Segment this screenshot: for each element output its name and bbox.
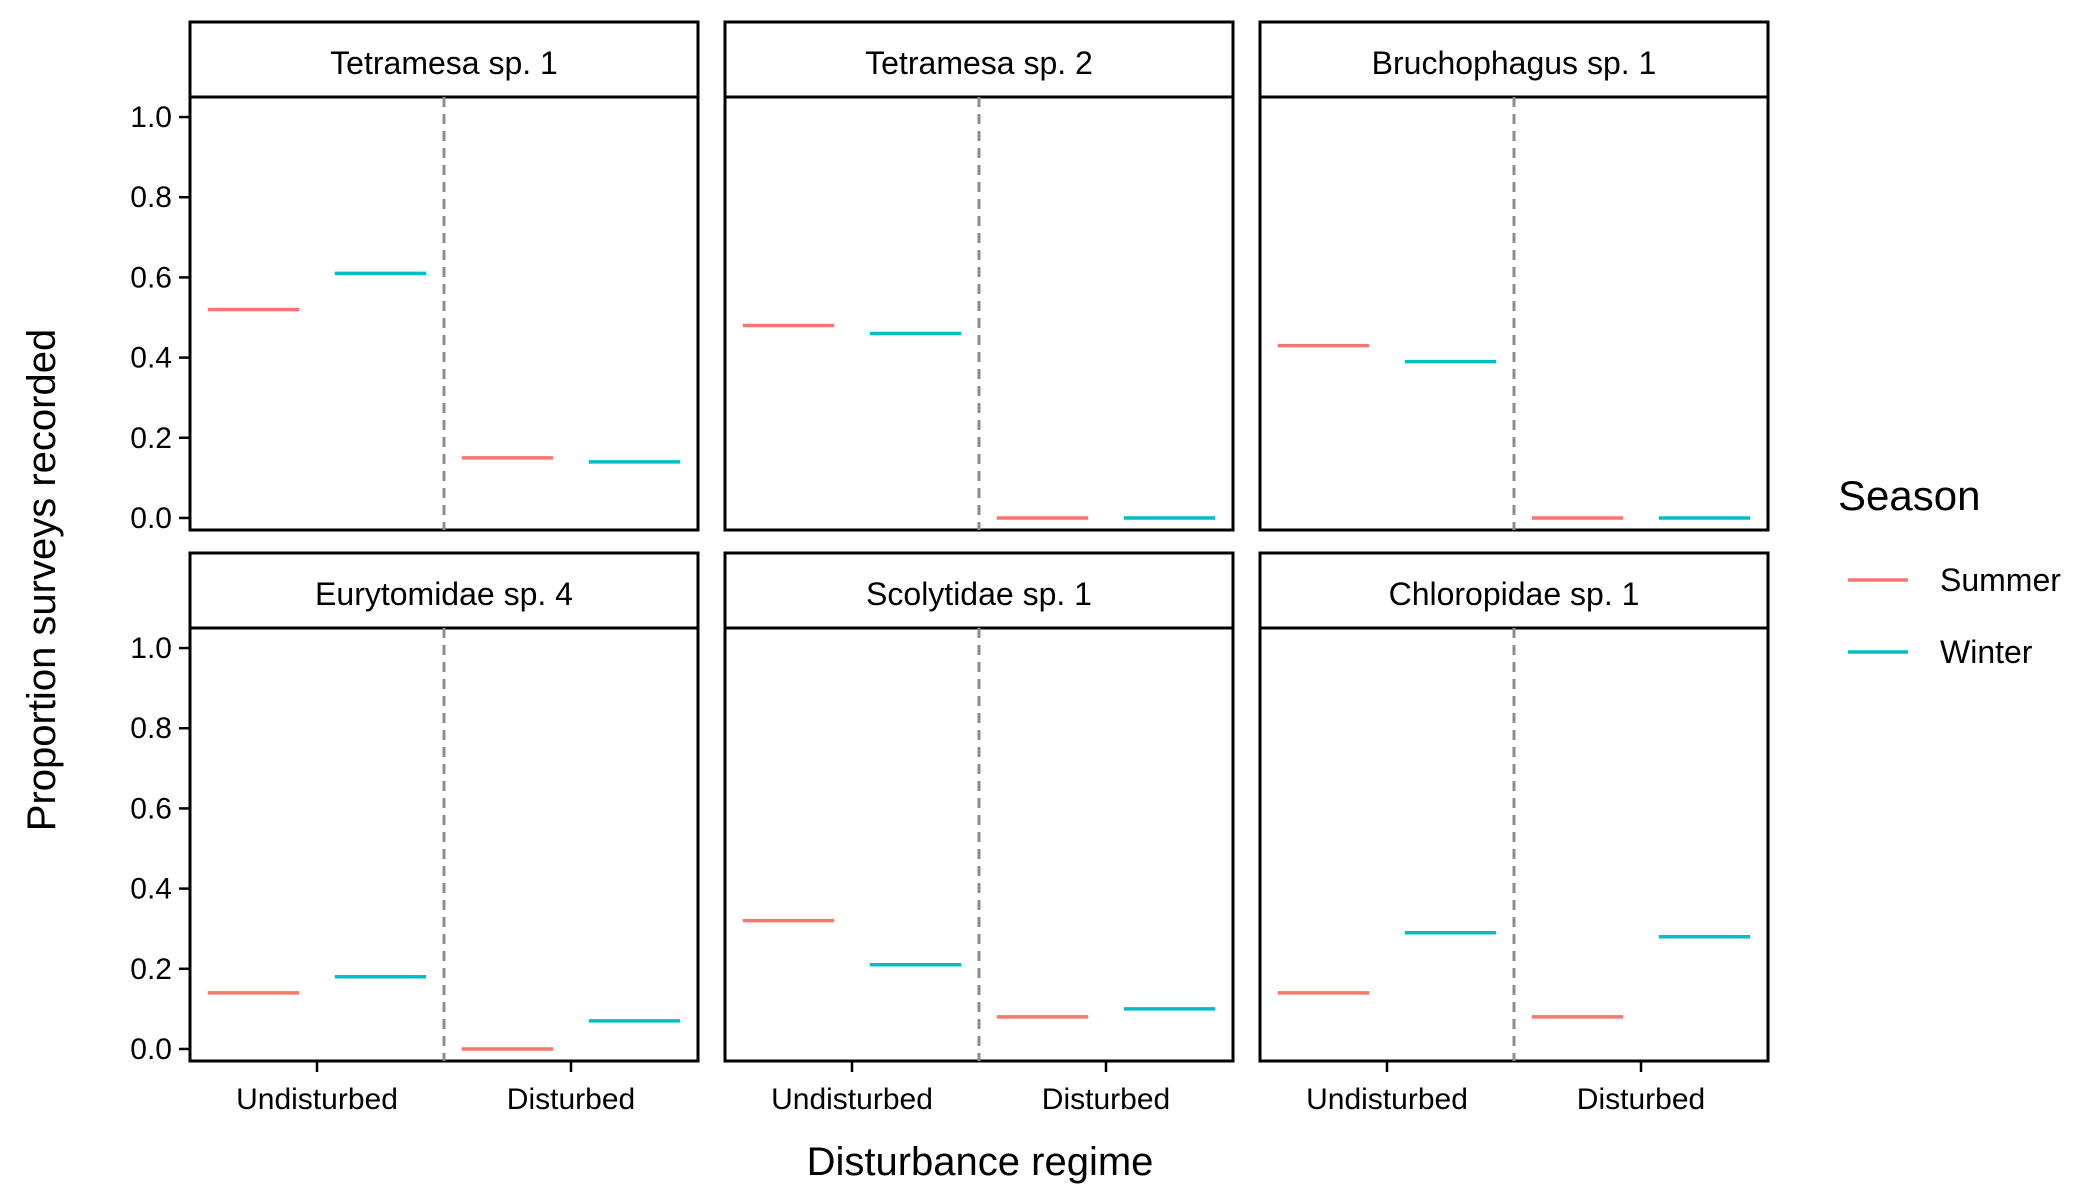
panel-grid: Tetramesa sp. 10.00.20.40.60.81.0Tetrame…	[130, 20, 1770, 1116]
y-tick-label: 0.4	[130, 873, 172, 906]
plot-panel	[1258, 95, 1770, 532]
facet-panel: Tetramesa sp. 1 0.0 0.2 0.4 0.6 0.8 1.0	[130, 20, 700, 535]
y-tick-label: 1.0	[130, 632, 172, 665]
x-tick-label: Disturbed	[507, 1083, 635, 1116]
facet-strip	[1258, 20, 1770, 99]
facet-strip	[1258, 551, 1770, 630]
y-tick-label: 1.0	[130, 101, 172, 134]
plot-panel	[1258, 626, 1770, 1063]
facet-panel: Chloropidae sp. 1 Undisturbed Disturbed	[1258, 551, 1770, 1116]
facet-title: Chloropidae sp. 1	[1389, 576, 1640, 612]
facet-strip	[723, 20, 1235, 99]
legend-label: Summer	[1940, 562, 2061, 598]
y-tick-label: 0.0	[130, 1033, 172, 1066]
x-axis-title: Disturbance regime	[807, 1140, 1154, 1184]
facet-title: Scolytidae sp. 1	[866, 576, 1092, 612]
y-tick-label: 0.4	[130, 342, 172, 375]
facet-panel: Tetramesa sp. 2	[723, 20, 1235, 532]
legend-title: Season	[1838, 472, 1980, 519]
y-tick-label: 0.8	[130, 181, 172, 214]
facet-title: Eurytomidae sp. 4	[315, 576, 573, 612]
facet-title: Bruchophagus sp. 1	[1372, 45, 1657, 81]
facet-strip	[723, 551, 1235, 630]
facet-strip	[188, 551, 700, 630]
plot-panel	[188, 626, 700, 1063]
y-tick-label: 0.2	[130, 422, 172, 455]
x-tick-label: Disturbed	[1577, 1083, 1705, 1116]
y-tick-label: 0.0	[130, 502, 172, 535]
facet-strip	[188, 20, 700, 99]
plot-panel	[723, 95, 1235, 532]
facet-panel: Eurytomidae sp. 4 0.0 0.2 0.4 0.6 0.8 1.0 Undis…	[130, 551, 700, 1116]
y-tick-label: 0.6	[130, 261, 172, 294]
y-tick-label: 0.8	[130, 712, 172, 745]
facet-title: Tetramesa sp. 2	[865, 45, 1093, 81]
x-tick-label: Undisturbed	[236, 1083, 398, 1116]
facet-panel: Scolytidae sp. 1 Undisturbed Disturbed	[723, 551, 1235, 1116]
x-tick-label: Undisturbed	[1306, 1083, 1468, 1116]
x-tick-label: Undisturbed	[771, 1083, 933, 1116]
y-axis-title: Proportion surveys recorded	[20, 329, 64, 831]
facet-title: Tetramesa sp. 1	[330, 45, 558, 81]
x-tick-label: Disturbed	[1042, 1083, 1170, 1116]
plot-panel	[188, 95, 700, 532]
facet-panel: Bruchophagus sp. 1	[1258, 20, 1770, 532]
plot-panel	[723, 626, 1235, 1063]
legend-label: Winter	[1940, 634, 2033, 670]
y-tick-label: 0.6	[130, 792, 172, 825]
legend: Season Summer Winter	[1838, 472, 2061, 670]
y-tick-label: 0.2	[130, 953, 172, 986]
